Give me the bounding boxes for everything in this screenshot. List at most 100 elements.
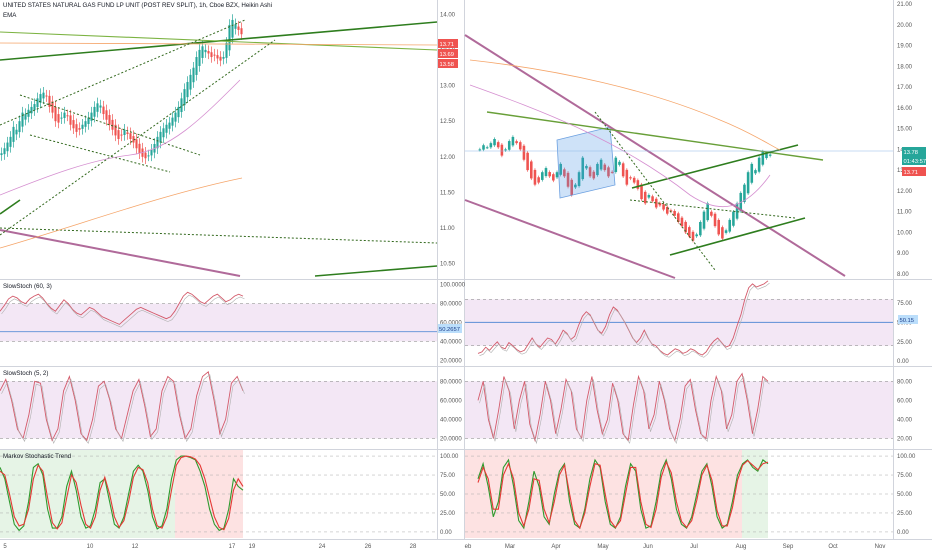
candle [81,124,84,129]
candle [78,128,81,130]
candle [240,28,243,35]
channel-purple-lower [464,199,676,279]
candle [518,142,522,150]
y-tick-label: 20.00 [897,23,913,29]
candle [108,115,111,125]
candle [171,117,174,126]
price-tag: 13.71 [440,42,455,48]
right-slowstoch-60-signal-line [479,282,770,358]
candle [541,172,544,180]
left-slowstoch-60-title: SlowStoch (60, 3) [3,283,52,290]
left-slowstoch-60-band [0,303,437,342]
candle [84,121,87,127]
candle [216,55,219,59]
candle [102,106,105,115]
candle [757,157,761,172]
y-tick-label: 0.00 [897,359,909,365]
price-tag-bg [902,167,926,176]
channel-upper-dotted [0,19,246,126]
y-tick-label: 25.00 [897,340,913,346]
candle [688,227,691,237]
candle [33,104,36,111]
candle [207,51,210,54]
x-tick-label: Nov [875,544,886,550]
x-tick-label: 24 [319,544,326,550]
y-tick-label: 13.00 [440,84,456,90]
price-tag: 13.69 [440,52,455,58]
price-tag-bg [902,147,926,156]
y-tick-label: 100.0000 [440,283,466,289]
right-mst-series-line [477,458,769,530]
candle [548,172,551,177]
stoch-value-tag-bg [898,315,918,324]
candle [640,184,643,200]
right-slowstoch-5-signal-line [479,375,770,445]
candle [75,124,78,132]
candle [654,198,658,208]
candle [219,56,222,61]
candle [186,81,189,98]
candle [563,169,566,177]
y-tick-label: 80.0000 [440,302,462,308]
trendline-lightgreen [0,31,438,51]
candle [717,219,720,235]
candle [515,141,518,144]
y-tick-label: 11.00 [440,226,455,232]
x-tick-label: Apr [551,544,560,550]
candle [27,109,30,117]
trendline-green-rising [631,144,799,189]
y-tick-label: 25.00 [897,511,913,517]
trendline-left-stub [0,199,21,215]
trend-dotted-down [594,111,716,271]
candle [706,203,709,221]
candle [621,163,625,177]
left-price-candles [0,14,243,164]
ema-slow [0,177,243,249]
candle [504,149,507,151]
price-tag-bg [902,156,926,165]
candle [165,124,168,133]
right-slowstoch-5-band [465,381,893,439]
y-tick-label: 11.00 [897,210,912,216]
candle [3,148,6,155]
price-tag: 13.58 [440,62,455,68]
candle [66,115,69,117]
y-tick-label: 40.0000 [440,339,462,345]
candle [566,172,570,187]
candle [12,126,15,142]
price-tag-bg [438,39,458,48]
candle [537,177,540,183]
ema-label: EMA [3,12,17,19]
y-tick-label: 100.00 [897,454,916,460]
y-tick-label: 20.0000 [440,436,462,442]
y-tick-label: 75.00 [440,473,456,479]
candle [39,94,42,103]
y-tick-label: 75.00 [897,301,913,307]
candle [673,210,676,216]
left-mst-series-line [0,455,244,532]
x-tick-label: 28 [410,544,417,550]
candle [721,227,724,239]
y-tick-label: 100.00 [440,454,459,460]
candle [228,24,231,51]
y-tick-label: 12.00 [897,189,913,195]
candle [680,217,684,227]
y-tick-label: 17.00 [897,85,913,91]
candle [699,221,702,236]
y-tick-label: 15.00 [897,127,913,133]
y-tick-label: 60.0000 [440,398,462,404]
candle [111,119,114,130]
candle [530,161,533,179]
candle [610,171,614,173]
trendline-green-top [486,111,824,161]
candle [669,210,673,212]
y-tick-label: 0.00 [440,530,452,536]
candle [54,107,57,122]
candle [90,112,93,121]
candle [581,157,585,180]
x-tick-label: Mar [505,544,515,550]
left-mst-title: Markov Stochastic Trend [3,453,72,460]
y-tick-label: 16.00 [897,106,913,112]
y-tick-label: 18.00 [897,64,913,70]
